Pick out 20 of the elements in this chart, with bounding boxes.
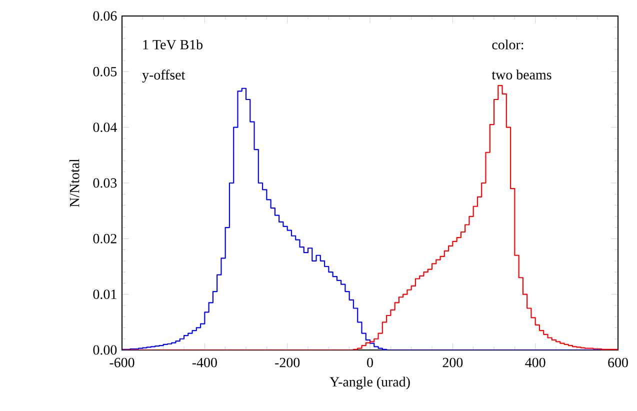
x-tick-label: -400: [192, 358, 217, 368]
y-tick-label: 0.06: [93, 11, 117, 21]
x-tick-label: 0: [367, 358, 373, 368]
y-tick-label: 0.03: [93, 178, 117, 188]
x-tick-label: 600: [608, 358, 628, 368]
annotation: 1 TeV B1b: [143, 40, 203, 50]
y-tick-label: 0.02: [93, 234, 116, 244]
annotation: two beams: [492, 70, 552, 80]
y-axis-title: N/Ntotal: [69, 158, 80, 207]
annotation: color:: [492, 40, 524, 50]
y-tick-label: 0.01: [93, 290, 116, 300]
x-tick-label: -200: [275, 358, 300, 368]
x-tick-label: 400: [525, 358, 546, 368]
x-axis-title: Y-angle (urad): [330, 376, 410, 390]
y-tick-label: 0.00: [93, 345, 117, 355]
y-tick-label: 0.04: [93, 122, 117, 132]
annotation: y-offset: [142, 70, 186, 82]
y-tick-label: 0.05: [93, 66, 117, 76]
x-tick-label: -600: [110, 358, 134, 368]
x-tick-label: 200: [442, 358, 463, 368]
